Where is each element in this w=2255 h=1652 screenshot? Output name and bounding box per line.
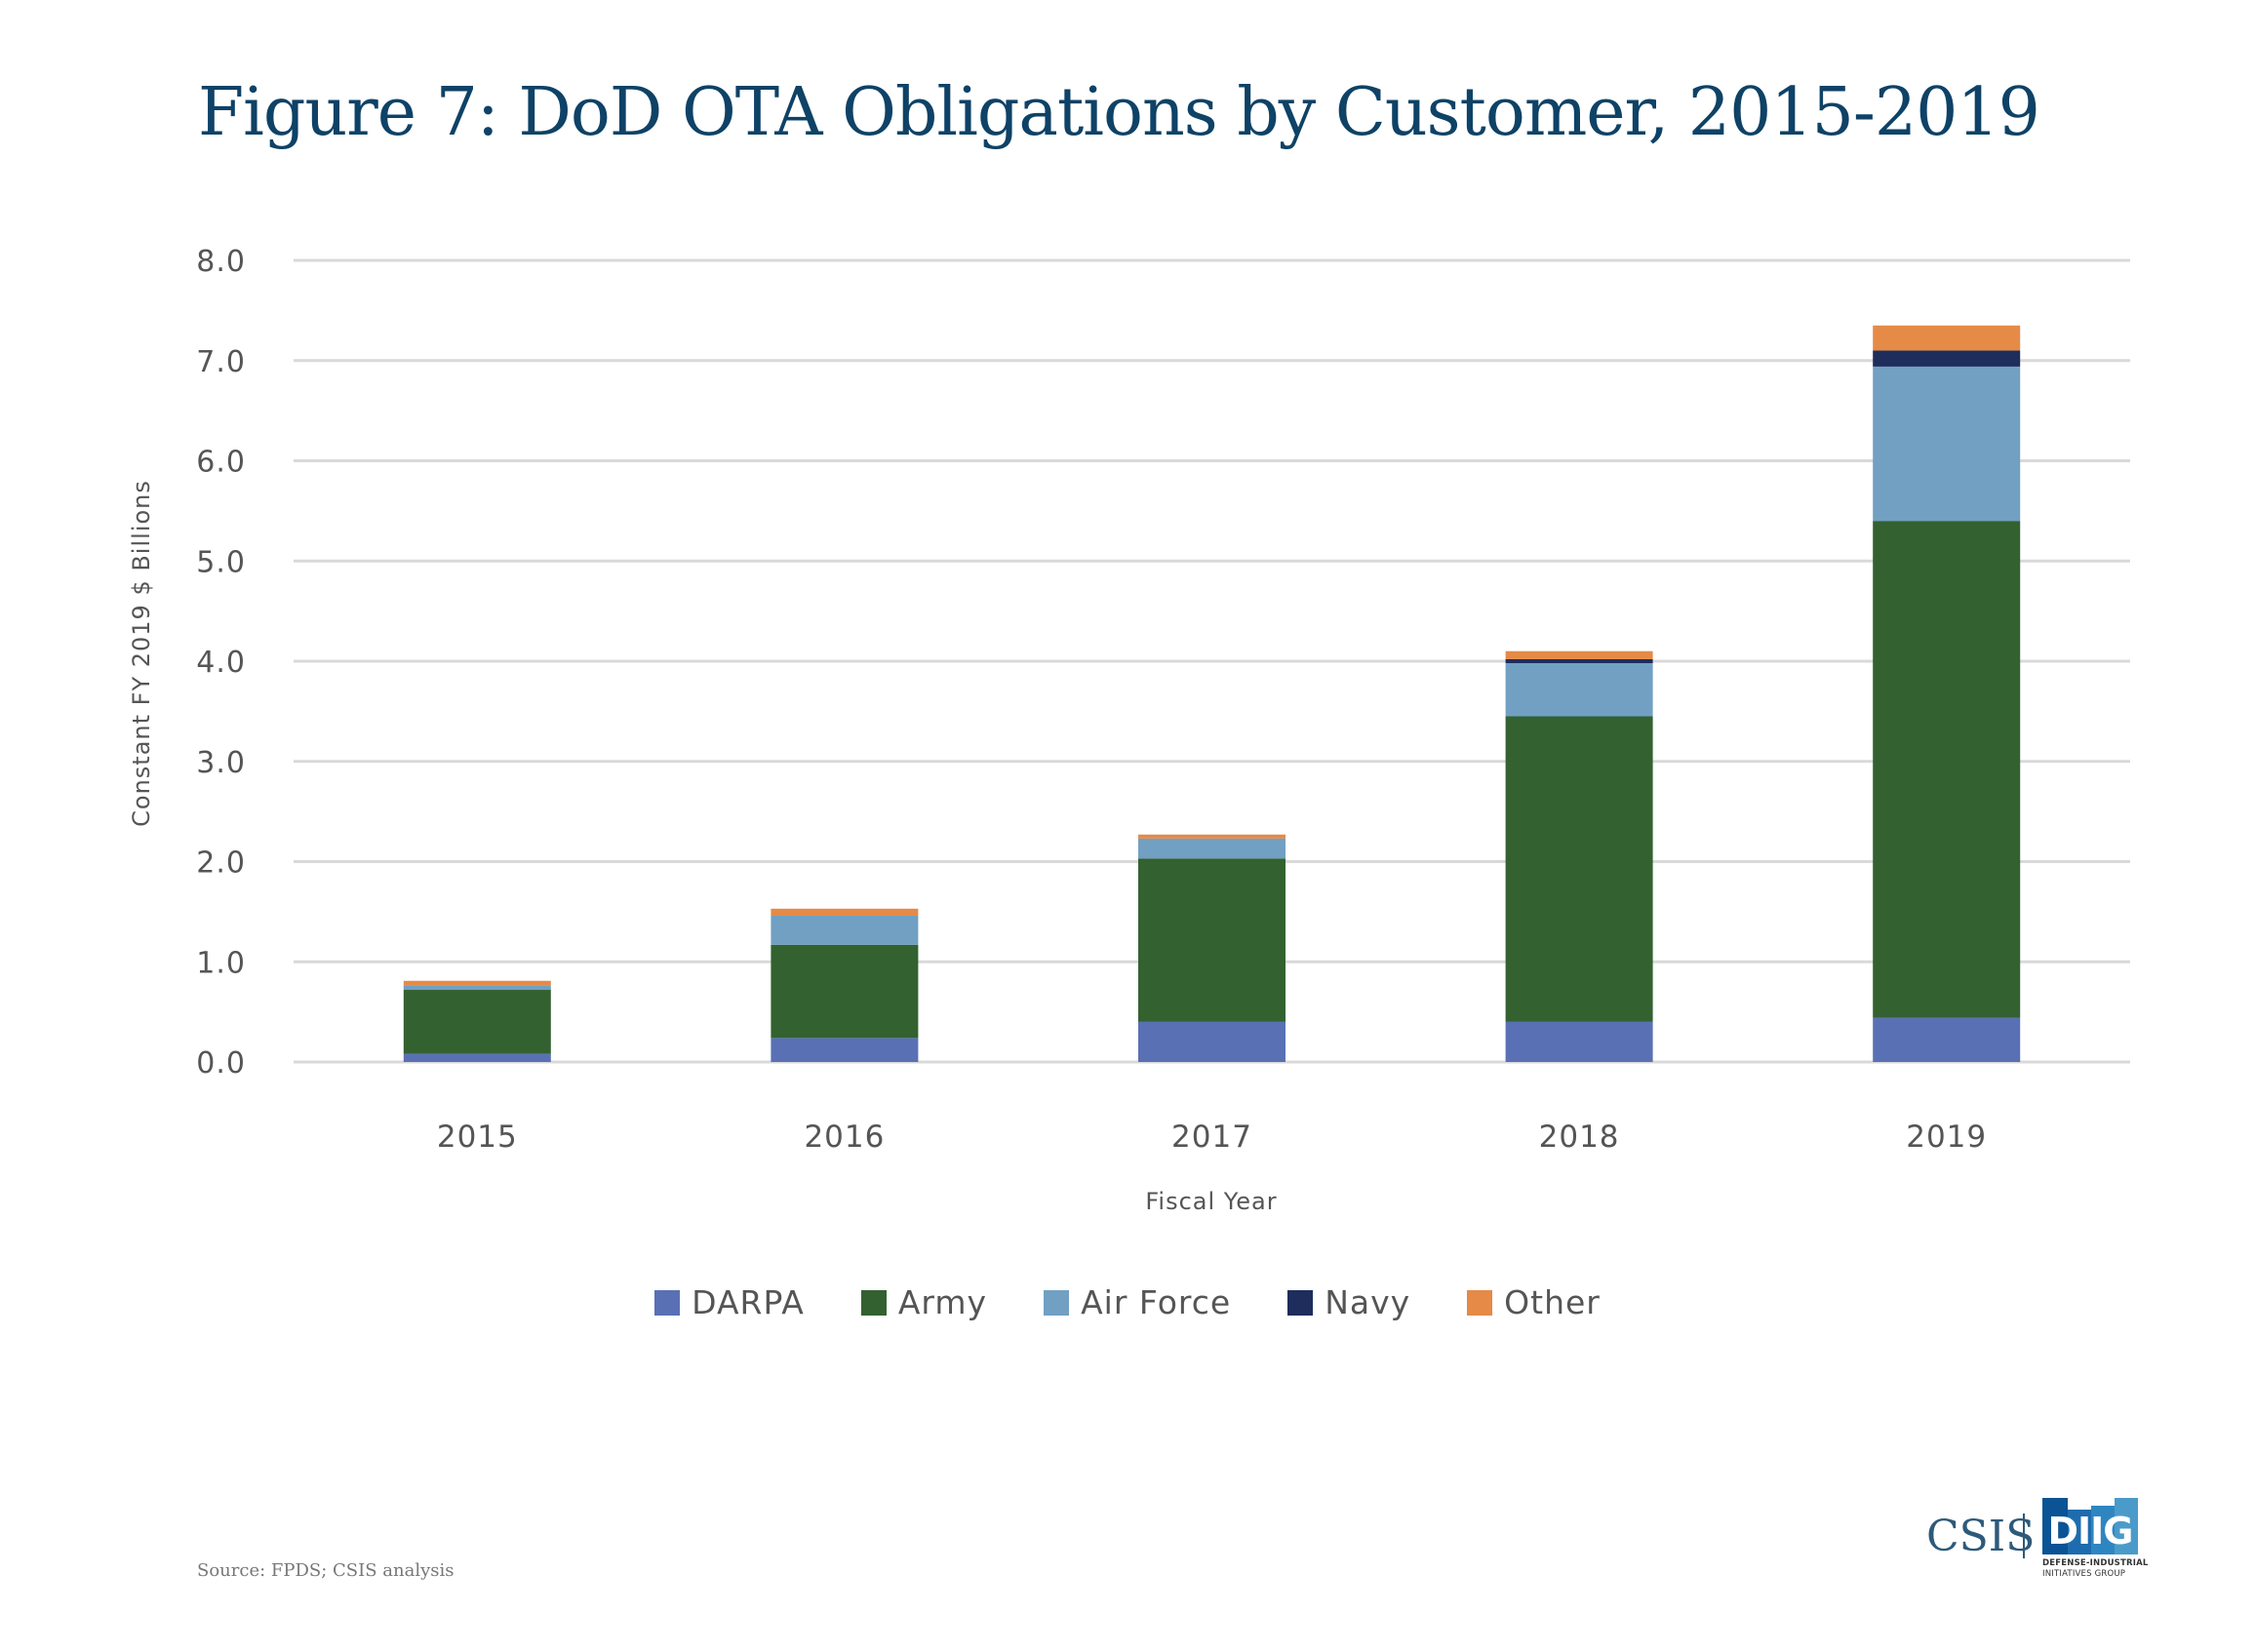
bar-segment-air-force-2015: [403, 985, 551, 991]
bar-segment-other-2019: [1873, 325, 2021, 351]
x-axis-ticks: 2015 2016 2017 2018 2019: [437, 1120, 1987, 1155]
bar-segment-army-2019: [1873, 521, 2021, 1018]
x-tick-label: 2016: [804, 1120, 885, 1155]
bar-segment-darpa-2017: [1138, 1021, 1286, 1062]
bar-segment-darpa-2018: [1505, 1021, 1653, 1062]
diig-subtitle-line1: DEFENSE-INDUSTRIAL: [2042, 1558, 2149, 1568]
bar-segment-other-2017: [1138, 834, 1286, 839]
legend-label: DARPA: [692, 1283, 805, 1321]
y-tick-label: 5.0: [196, 545, 246, 579]
diig-logo-icon: DIIG: [2042, 1498, 2138, 1554]
bar-segment-army-2015: [403, 990, 551, 1054]
legend-swatch: [654, 1289, 681, 1316]
bar-segment-army-2018: [1505, 716, 1653, 1022]
legend-item-navy: Navy: [1287, 1283, 1410, 1321]
bar-segment-navy-2018: [1505, 658, 1653, 664]
x-tick-label: 2015: [437, 1120, 518, 1155]
csis-diig-logo: CSIS DIIG DEFENSE-INDUSTRIAL INITIATIVES…: [1926, 1492, 2160, 1590]
legend-label: Army: [897, 1283, 988, 1321]
x-tick-label: 2019: [1906, 1120, 1987, 1155]
legend-swatch: [1467, 1289, 1493, 1316]
diig-logo-column: [2042, 1498, 2068, 1554]
source-note: Source: FPDS; CSIS analysis: [197, 1560, 455, 1581]
legend-label: Air Force: [1081, 1283, 1232, 1321]
csis-logo-text: CSIS: [1926, 1512, 2036, 1561]
x-tick-label: 2017: [1171, 1120, 1252, 1155]
y-tick-label: 7.0: [196, 345, 246, 379]
bar-segment-air-force-2019: [1873, 366, 2021, 522]
chart: 0.0 1.0 2.0 3.0 4.0 5.0 6.0 7.0 8.0 2015 2016 2017…: [128, 245, 2130, 1215]
bar-segment-navy-2019: [1873, 350, 2021, 367]
legend-item-darpa: DARPA: [654, 1283, 805, 1321]
diig-logo-column: [2068, 1510, 2091, 1554]
x-axis-title: Fiscal Year: [1145, 1188, 1277, 1215]
chart-title: Figure 7: DoD OTA Obligations by Custome…: [198, 74, 2040, 151]
y-tick-label: 1.0: [196, 946, 246, 980]
y-tick-label: 3.0: [196, 746, 246, 780]
legend: DARPA Army Air Force Navy Other: [0, 1283, 2255, 1321]
legend-swatch: [1044, 1289, 1070, 1316]
bar-segment-darpa-2015: [403, 1053, 551, 1062]
bar-segment-air-force-2018: [1505, 663, 1653, 717]
y-tick-label: 0.0: [196, 1046, 246, 1081]
y-tick-label: 4.0: [196, 646, 246, 680]
y-tick-label: 6.0: [196, 446, 246, 480]
legend-item-army: Army: [860, 1283, 988, 1321]
bars: [403, 325, 2021, 1062]
bar-segment-other-2015: [403, 980, 551, 986]
bar-segment-army-2016: [771, 944, 919, 1039]
logo-divider: [2023, 1514, 2025, 1558]
bar-segment-other-2016: [771, 908, 919, 916]
diig-logo-text: DIIG: [2047, 1510, 2133, 1553]
y-tick-label: 8.0: [196, 245, 246, 279]
y-tick-label: 2.0: [196, 846, 246, 881]
bar-segment-air-force-2016: [771, 915, 919, 945]
y-axis-title: Constant FY 2019 $ Billions: [128, 480, 155, 827]
legend-item-other: Other: [1467, 1283, 1601, 1321]
bar-segment-army-2017: [1138, 858, 1286, 1022]
bar-segment-air-force-2017: [1138, 838, 1286, 859]
bar-segment-darpa-2016: [771, 1038, 919, 1062]
legend-item-air-force: Air Force: [1044, 1283, 1231, 1321]
legend-swatch: [1287, 1289, 1314, 1316]
legend-swatch: [860, 1289, 887, 1316]
y-axis-ticks: 0.0 1.0 2.0 3.0 4.0 5.0 6.0 7.0 8.0: [196, 245, 246, 1081]
bar-segment-other-2018: [1505, 650, 1653, 659]
legend-label: Navy: [1325, 1283, 1411, 1321]
diig-logo-column: [2115, 1498, 2138, 1554]
x-tick-label: 2018: [1539, 1120, 1620, 1155]
bar-segment-darpa-2019: [1873, 1017, 2021, 1062]
diig-subtitle-line2: INITIATIVES GROUP: [2042, 1569, 2126, 1579]
legend-label: Other: [1504, 1283, 1601, 1321]
diig-logo-column: [2091, 1506, 2115, 1554]
